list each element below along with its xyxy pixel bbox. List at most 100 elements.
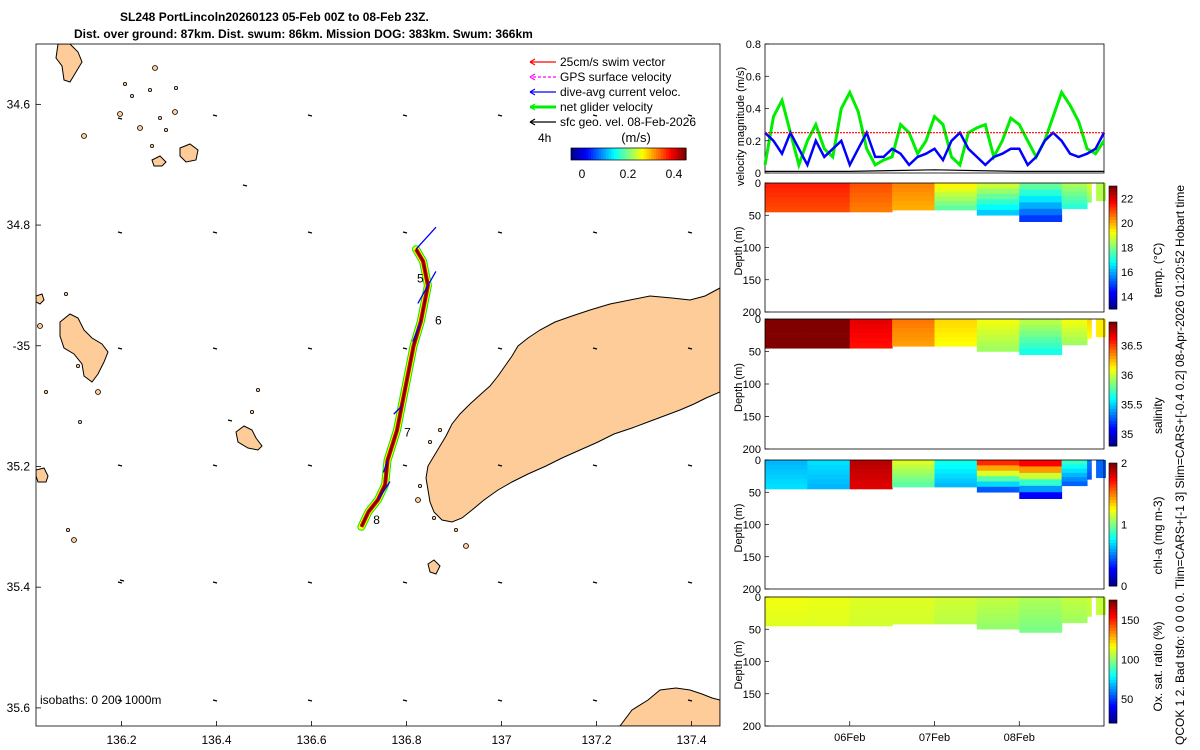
section-cell <box>1061 605 1088 611</box>
colorbar-cell <box>603 148 607 160</box>
islet <box>64 291 69 296</box>
colorbar-cell <box>1109 646 1117 650</box>
colorbar-cell <box>1109 487 1117 492</box>
colorbar-cell <box>1109 247 1117 252</box>
section-cell <box>934 187 978 193</box>
interval-label: 4h <box>538 131 551 145</box>
colorbar-cell <box>1109 362 1117 366</box>
colorbar-cell <box>1109 424 1117 428</box>
colorbar-cell <box>1109 612 1117 616</box>
section-cell <box>892 196 935 202</box>
colorbar-frame <box>1108 462 1118 587</box>
island-g <box>427 559 441 575</box>
geo-velocity-arrow <box>212 699 218 702</box>
colorbar-cell <box>1109 269 1117 273</box>
geo-velocity-arrow <box>592 699 598 702</box>
section-cell <box>1019 189 1063 197</box>
section-cell <box>765 606 808 612</box>
colorbar-cell <box>1109 296 1117 301</box>
section-cell <box>934 183 978 188</box>
geo-velocity-arrow <box>592 114 598 117</box>
section-cell <box>1087 319 1092 323</box>
colorbar-cell <box>623 148 627 160</box>
colorbar-tick-label: 20 <box>1121 218 1133 230</box>
colorbar-cell <box>1109 636 1117 641</box>
section-cell <box>849 606 893 612</box>
section-cell <box>1087 597 1092 601</box>
colorbar-cell <box>1109 207 1117 212</box>
islet <box>453 528 458 533</box>
section-cell <box>765 197 808 203</box>
colorbar-cell <box>1109 546 1117 550</box>
colorbar-cell <box>1109 287 1117 292</box>
colorbar-cell <box>633 148 637 160</box>
colorbar-cell <box>608 148 612 160</box>
map-frame <box>35 43 721 727</box>
geo-velocity-arrow <box>687 231 693 234</box>
southern-coast <box>619 687 720 726</box>
section-cell <box>849 319 893 325</box>
section-cell <box>934 323 978 329</box>
colorbar-cell <box>1109 618 1117 623</box>
colorbar-cell <box>1109 201 1117 205</box>
section-cell <box>807 484 851 490</box>
colorbar-cell <box>1109 655 1117 659</box>
section-cell <box>1061 614 1088 619</box>
section-cell <box>1087 472 1092 477</box>
section-cell <box>892 332 935 338</box>
figure-title-line2: Dist. over ground: 87km. Dist. swum: 86k… <box>74 27 533 41</box>
islet <box>78 419 83 424</box>
section-cell <box>1019 348 1063 356</box>
colorbar-cell <box>1109 359 1117 363</box>
section-cell <box>807 338 851 344</box>
colorbar-cell <box>1109 337 1117 342</box>
section-cell <box>1061 472 1088 478</box>
colorbar-cell <box>1109 325 1117 329</box>
colorbar-cell <box>1109 439 1117 444</box>
colorbar-cell <box>1109 499 1117 504</box>
colorbar-cell <box>611 148 615 160</box>
islet <box>152 65 158 71</box>
colorbar-label: chl-a (mg m-3) <box>1151 496 1165 574</box>
colorbar-cell <box>1109 670 1117 675</box>
colorbar-cell <box>1109 334 1117 338</box>
section-cell <box>849 333 893 339</box>
colorbar-cell <box>1109 195 1117 199</box>
section-cell <box>849 597 893 603</box>
colorbar-cell <box>1109 719 1117 724</box>
colorbar-cell <box>1109 189 1117 193</box>
colorbar-cell <box>1109 570 1117 575</box>
current-vector <box>393 405 403 415</box>
island-a <box>59 313 109 383</box>
colorbar-frame <box>1108 321 1118 447</box>
colorbar-cell <box>628 148 632 160</box>
section-cell <box>849 460 893 466</box>
colorbar-tick-label: 150 <box>1121 615 1139 627</box>
section-profile-stub <box>1099 597 1104 616</box>
section-cell <box>976 183 1020 189</box>
colorbar-cell <box>1109 250 1117 255</box>
geo-velocity-arrow <box>307 464 313 467</box>
geo-velocity-arrow <box>497 581 503 584</box>
colorbar-label: temp. (°C) <box>1151 243 1165 298</box>
colorbar-cell <box>1109 475 1117 479</box>
colorbar-cell <box>1109 421 1117 425</box>
section-cell <box>807 469 851 475</box>
geo-velocity-arrow <box>117 699 123 702</box>
depth-ylabel: Depth (m) <box>733 504 745 553</box>
islet <box>18 388 23 393</box>
colorbar-cell <box>1109 198 1117 202</box>
islet <box>431 516 436 521</box>
colorbar-cell <box>581 148 585 160</box>
colorbar-cell <box>653 148 657 160</box>
colorbar-cell <box>681 148 685 160</box>
isobath-label: isobaths: 0 200 1000m <box>40 693 161 707</box>
geo-velocity-arrow <box>592 347 598 350</box>
section-cell <box>934 478 978 483</box>
section-cell <box>1061 195 1088 201</box>
islet <box>173 86 178 91</box>
velocity-y-tick-label: 0.4 <box>746 104 761 116</box>
section-cell <box>1019 479 1063 487</box>
colorbar-cell <box>1109 368 1117 373</box>
colorbar-cell <box>678 148 682 160</box>
